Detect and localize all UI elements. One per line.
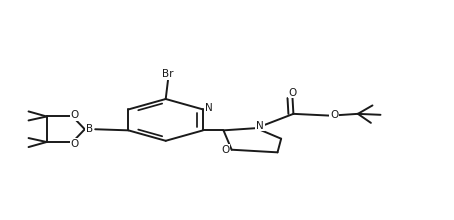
Text: B: B	[86, 124, 94, 134]
Text: O: O	[288, 88, 296, 97]
Text: Br: Br	[162, 69, 174, 79]
Text: O: O	[221, 145, 229, 155]
Text: O: O	[71, 110, 79, 120]
Text: N: N	[205, 103, 213, 113]
Text: O: O	[330, 110, 338, 120]
Text: N: N	[256, 121, 264, 130]
Text: O: O	[71, 139, 79, 149]
